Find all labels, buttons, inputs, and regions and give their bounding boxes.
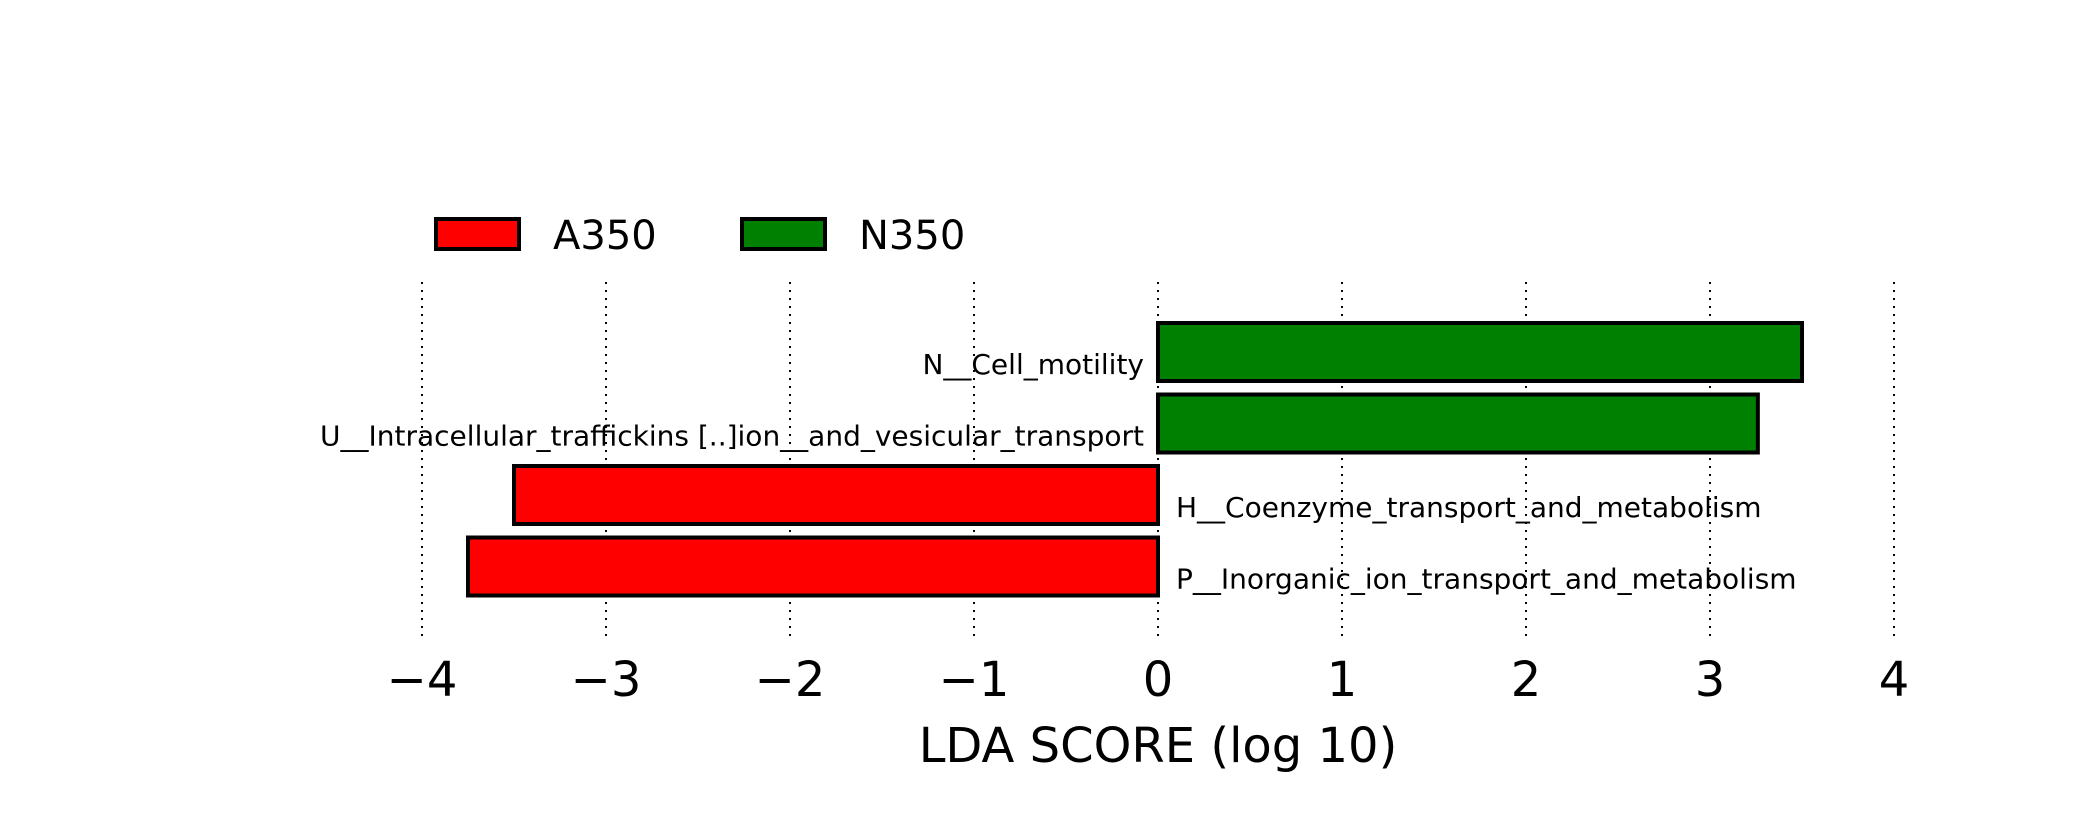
legend-label: N350: [859, 213, 965, 259]
bar-a350: [466, 535, 1160, 598]
legend-label: A350: [553, 213, 657, 259]
x-tick-label: 3: [1695, 652, 1726, 708]
legend-swatch: [434, 217, 521, 251]
legend: A350 N350: [434, 213, 965, 259]
bar-label: N__Cell_motility: [922, 348, 1144, 381]
x-tick-label: 4: [1879, 652, 1910, 708]
x-tick-labels: −4 −3 −2 −1 0 1 2 3 4: [387, 652, 1910, 708]
bar-a350: [512, 464, 1160, 526]
x-tick-label: 1: [1327, 652, 1358, 708]
bar-label: H__Coenzyme_transport_and_metabolism: [1176, 491, 1762, 524]
bar-labels: N__Cell_motility U__Intracellular_traffic…: [320, 348, 1797, 596]
x-tick-label: −2: [755, 652, 826, 708]
bar-label: P__Inorganic_ion_transport_and_metabolis…: [1176, 563, 1797, 596]
x-tick-label: 0: [1143, 652, 1174, 708]
x-tick-label: −1: [939, 652, 1010, 708]
x-tick-label: −4: [387, 652, 458, 708]
bar-label: U__Intracellular_traffickins [..]ion__an…: [320, 420, 1144, 453]
bars: [466, 321, 1804, 598]
bar-n350: [1156, 392, 1760, 455]
x-tick-label: 2: [1511, 652, 1542, 708]
x-tick-label: −3: [571, 652, 642, 708]
legend-swatch: [740, 217, 827, 251]
bar-n350: [1156, 321, 1804, 383]
x-axis-title: LDA SCORE (log 10): [919, 718, 1398, 774]
